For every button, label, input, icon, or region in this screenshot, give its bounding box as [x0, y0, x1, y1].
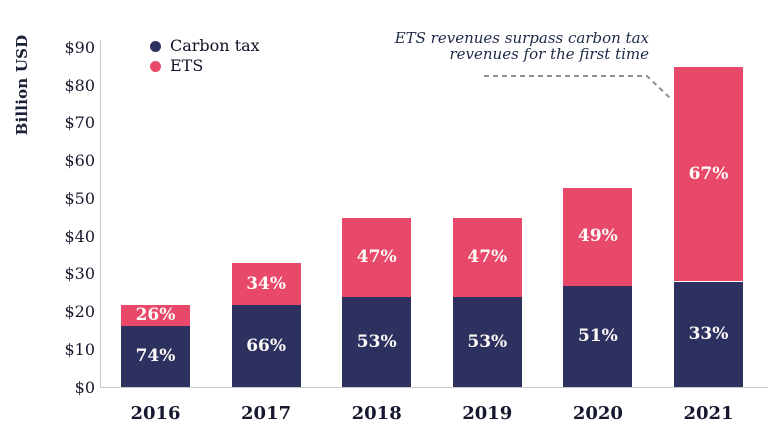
bar-pct-label: 47% [467, 247, 508, 268]
legend-dot-carbon-tax-icon [150, 40, 161, 52]
bar-segment-carbon-tax-2019: 53% [452, 297, 522, 388]
y-tick-label-40: $40 [64, 226, 95, 246]
bar-pct-label: 66% [246, 335, 286, 356]
bar-pct-label: 26% [135, 304, 176, 325]
bar-pct-label: 33% [688, 323, 729, 344]
y-tick-label-20: $20 [64, 302, 95, 322]
y-tick-label-10: $10 [64, 339, 95, 359]
bar-segment-carbon-tax-2017: 66% [231, 305, 301, 388]
x-tick-label-2017: 2017 [241, 403, 292, 424]
annotation-line-2: revenues for the first time [449, 45, 649, 63]
bar-pct-label: 47% [356, 247, 397, 268]
bar-segment-ets-2018: 47% [342, 217, 412, 298]
legend-dot-ets-icon [150, 60, 161, 72]
annotation-line-1: ETS revenues surpass carbon tax [394, 29, 649, 47]
y-tick-label-70: $70 [64, 113, 95, 133]
y-tick-label-50: $50 [64, 188, 95, 208]
y-axis-line [100, 40, 101, 388]
x-tick-label-2021: 2021 [683, 403, 734, 424]
bar-pct-label: 49% [577, 226, 618, 247]
x-axis-line [100, 387, 768, 388]
y-tick-label-80: $80 [64, 75, 95, 95]
legend-label-carbon-tax: Carbon tax [170, 36, 260, 55]
bar-pct-label: 53% [356, 331, 397, 352]
x-tick-label-2020: 2020 [572, 403, 623, 424]
bar-pct-label: 34% [246, 273, 286, 294]
bar-segment-ets-2021: 67% [674, 66, 743, 282]
legend-label-ets: ETS [170, 56, 204, 75]
legend-item-ets: ETS [150, 56, 260, 76]
legend: Carbon tax ETS [150, 36, 260, 76]
y-tick-label-30: $30 [64, 264, 95, 284]
bar-segment-carbon-tax-2018: 53% [342, 297, 412, 388]
bar-pct-label: 67% [688, 163, 729, 184]
legend-item-carbon-tax: Carbon tax [150, 36, 260, 56]
bar-segment-carbon-tax-2020: 51% [563, 285, 633, 388]
annotation-text: ETS revenues surpass carbon tax revenues… [349, 30, 649, 62]
x-tick-label-2018: 2018 [351, 403, 402, 424]
x-tick-label-2019: 2019 [462, 403, 513, 424]
bar-segment-carbon-tax-2016: 74% [121, 326, 190, 388]
bar-segment-ets-2020: 49% [563, 187, 633, 286]
y-tick-label-0: $0 [74, 377, 95, 397]
y-tick-label-60: $60 [64, 151, 95, 171]
x-tick-label-2016: 2016 [130, 403, 181, 424]
bar-segment-ets-2017: 34% [231, 263, 301, 306]
bar-segment-carbon-tax-2021: 33% [674, 281, 743, 388]
bar-pct-label: 53% [467, 331, 508, 352]
bar-pct-label: 51% [577, 326, 618, 347]
bar-segment-ets-2019: 47% [452, 217, 522, 298]
y-tick-label-90: $90 [64, 38, 95, 57]
y-axis-title: Billion USD [13, 34, 31, 136]
bar-segment-ets-2016: 26% [121, 304, 190, 326]
bar-pct-label: 74% [135, 346, 176, 367]
